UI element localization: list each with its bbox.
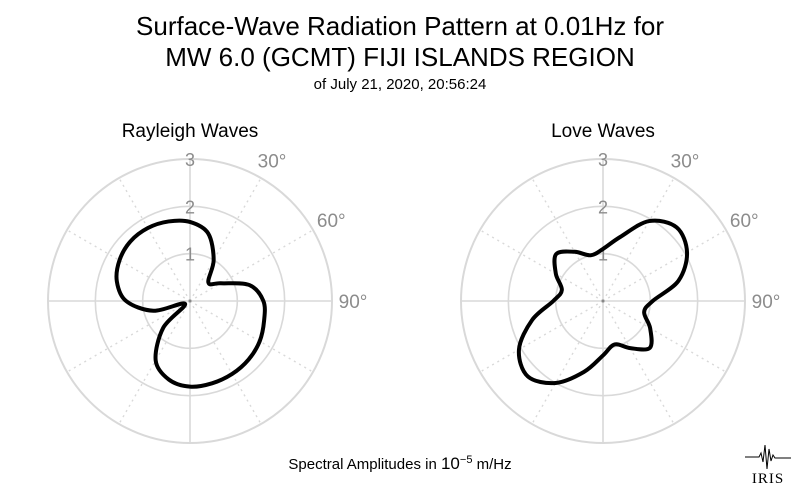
radial-tick-label: 2 <box>185 197 195 217</box>
polar-chart-1: Rayleigh Waves 1 2 3 30° 60° 90° <box>47 121 368 444</box>
radiation-pattern-line <box>114 218 267 389</box>
angle-tick-label: 30° <box>671 152 700 173</box>
angle-tick-label: 60° <box>730 211 759 232</box>
units-suffix: m/Hz <box>472 456 512 473</box>
seismogram-icon <box>745 444 791 470</box>
iris-logo-text: IRIS <box>752 471 784 487</box>
units-prefix: Spectral Amplitudes in <box>288 456 441 473</box>
angle-tick-label: 60° <box>317 211 346 232</box>
radial-tick-label: 1 <box>185 245 195 265</box>
angular-grid-line <box>602 300 675 425</box>
radial-tick-label: 2 <box>598 197 608 217</box>
angle-tick-label: 90° <box>339 292 368 313</box>
angular-grid-line <box>66 300 191 373</box>
angle-tick-label: 30° <box>258 152 287 173</box>
angular-grid-line <box>531 300 604 425</box>
chart-title-line2: MW 6.0 (GCMT) FIJI ISLANDS REGION <box>165 42 635 72</box>
radial-tick-label: 1 <box>598 245 608 265</box>
angular-grid-line <box>189 229 314 302</box>
radiation-pattern-line <box>516 218 690 386</box>
amplitude-units-caption: Spectral Amplitudes in 10−5 m/Hz <box>0 454 800 474</box>
angular-grid-line <box>602 300 727 373</box>
polar-chart-title: Rayleigh Waves <box>122 121 259 142</box>
polar-center-point <box>188 299 192 303</box>
polar-center-point <box>601 299 605 303</box>
chart-subtitle: of July 21, 2020, 20:56:24 <box>313 76 487 93</box>
chart-title-line1: Surface-Wave Radiation Pattern at 0.01Hz… <box>136 11 664 41</box>
radial-tick-label: 3 <box>598 150 608 170</box>
units-exponent: −5 <box>459 454 473 466</box>
polar-chart-title: Love Waves <box>551 121 655 142</box>
angle-tick-label: 90° <box>752 292 781 313</box>
units-base: 10 <box>440 454 460 473</box>
angular-grid-line <box>189 300 262 425</box>
angular-grid-line <box>531 177 604 302</box>
angular-grid-line <box>479 229 604 302</box>
polar-chart-2: Love Waves 1 2 3 30° 60° 90° <box>460 121 781 444</box>
iris-logo: IRIS <box>745 444 791 487</box>
angular-grid-line <box>189 300 314 373</box>
radial-tick-label: 3 <box>185 150 195 170</box>
